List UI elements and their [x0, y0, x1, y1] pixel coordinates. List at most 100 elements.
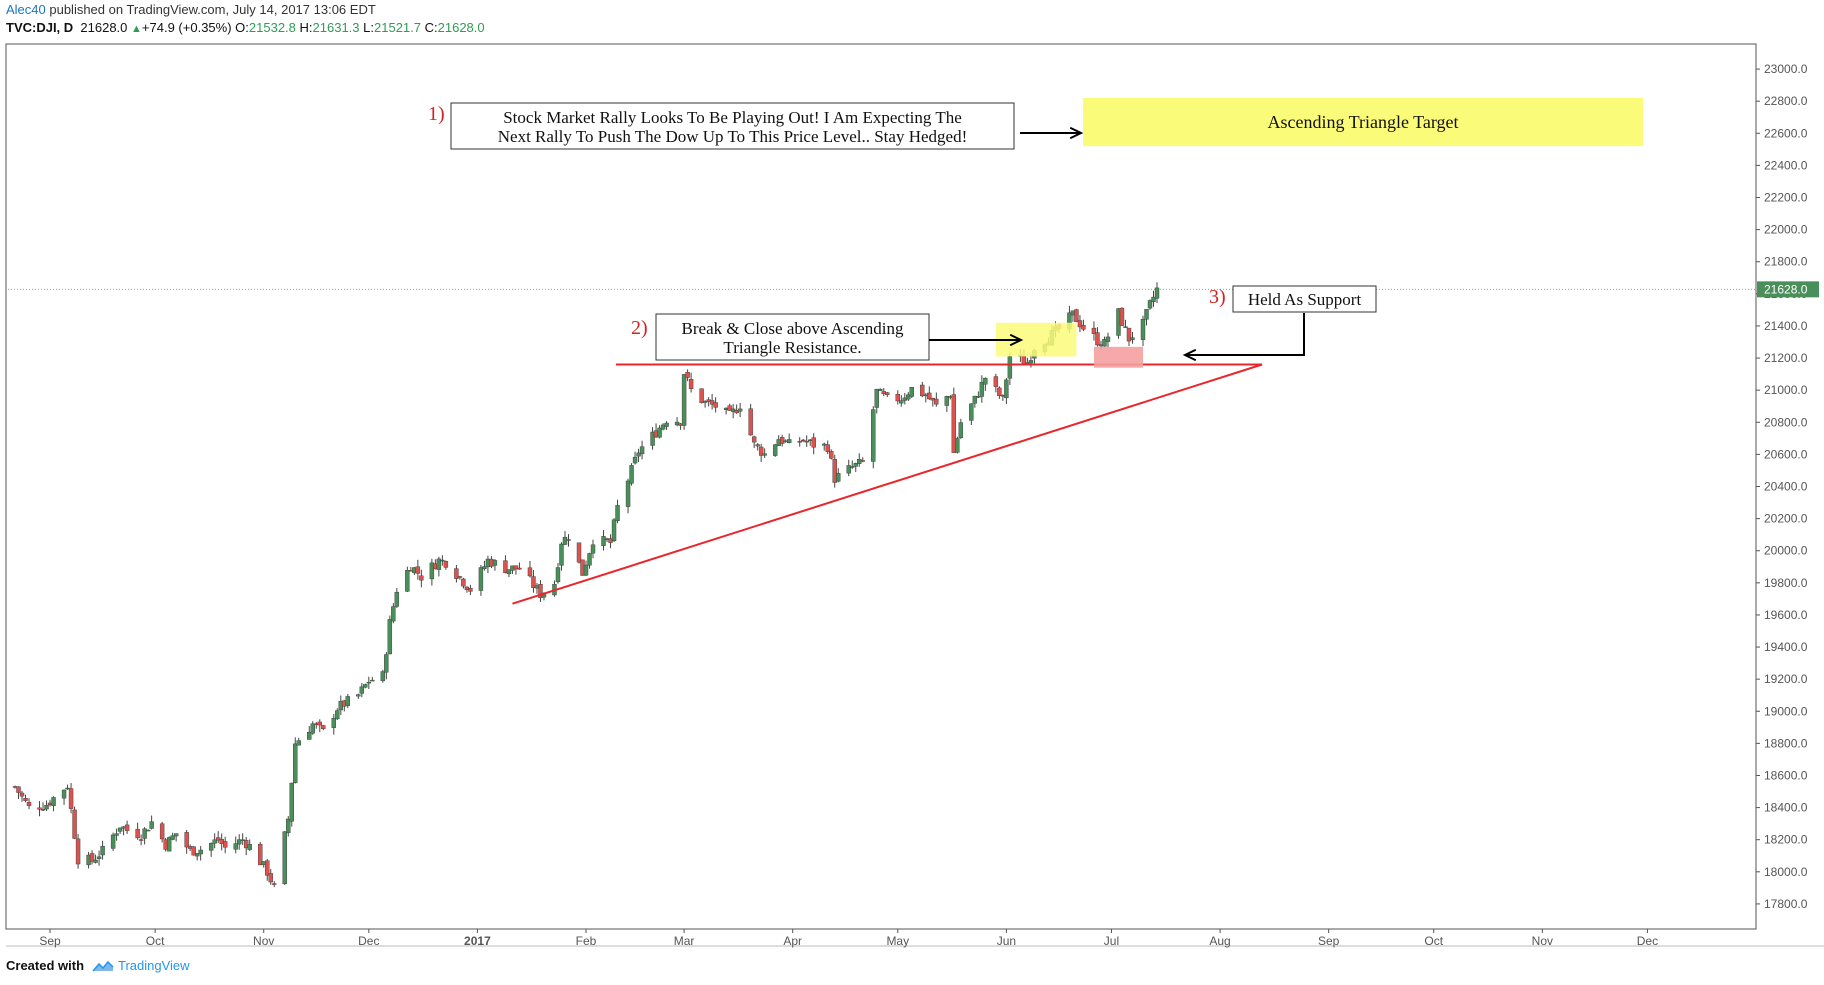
- candle-down: [513, 565, 519, 570]
- annotation-1-line2: Next Rally To Push The Dow Up To This Pr…: [498, 127, 967, 146]
- y-tick-label: 22400.0: [1764, 158, 1808, 172]
- candle-up: [387, 619, 393, 655]
- price-axis[interactable]: 17800.0 18000.0 18200.0 18400.0 18600.0 18800…: [1755, 44, 1819, 929]
- candle-up: [208, 843, 214, 851]
- candle-up: [359, 686, 365, 694]
- candle-down: [531, 576, 536, 588]
- candle-up: [979, 381, 985, 397]
- candle-up: [629, 465, 634, 484]
- open-value: 21532.8: [248, 20, 296, 35]
- candle-up: [380, 671, 386, 682]
- candle-down: [23, 797, 28, 801]
- target-zone-label: Ascending Triangle Target: [1267, 112, 1458, 132]
- candle-up: [1123, 326, 1128, 328]
- time-axis[interactable]: Sep Oct Nov Dec 2017 Feb Mar Apr May Jun Jul Aug Sep…: [6, 928, 1824, 948]
- candle-down: [832, 459, 837, 483]
- candle-up: [405, 570, 410, 592]
- candle-down: [138, 839, 144, 841]
- candle-down: [1091, 327, 1097, 334]
- close-label: C:: [424, 20, 438, 35]
- candle-up: [972, 395, 978, 404]
- candle-down: [688, 379, 694, 389]
- x-tick-label: 2017: [464, 934, 491, 948]
- candle-up: [664, 422, 669, 427]
- candle-up: [366, 681, 372, 684]
- candle-up: [657, 427, 662, 438]
- candle-up: [114, 833, 119, 836]
- candle-down: [811, 437, 816, 448]
- candle-up: [506, 569, 512, 575]
- candle-up: [282, 831, 287, 885]
- candle-up: [173, 833, 179, 837]
- candle-down: [191, 846, 196, 856]
- low-value: 21521.7: [374, 20, 421, 35]
- candle-down: [927, 392, 932, 400]
- annotation-layer: Ascending Triangle Target 1) Stock Market …: [8, 97, 1756, 605]
- candle-down: [885, 392, 890, 395]
- candle-down: [75, 838, 81, 865]
- candle-up: [391, 606, 396, 622]
- candle-up: [310, 723, 315, 734]
- candle-up: [590, 544, 596, 554]
- x-tick-label: Jun: [997, 934, 1016, 948]
- candle-down: [1126, 327, 1132, 342]
- candle-up: [370, 679, 375, 682]
- candle-up: [737, 408, 743, 412]
- last-price-badge: [1757, 281, 1819, 298]
- candle-up: [674, 421, 680, 426]
- y-tick-label: 19600.0: [1764, 608, 1808, 622]
- x-tick-label: Jul: [1104, 934, 1119, 948]
- candle-down: [1077, 320, 1083, 328]
- annotation-2-line1: Break & Close above Ascending: [682, 319, 904, 338]
- x-tick-label: Dec: [358, 934, 379, 948]
- candle-up: [955, 438, 960, 453]
- candle-up: [429, 562, 435, 580]
- candle-up: [363, 684, 368, 688]
- y-tick-label: 22000.0: [1764, 223, 1808, 237]
- candle-up: [555, 567, 561, 583]
- candle-up: [356, 694, 361, 697]
- candle-down: [860, 460, 865, 462]
- tradingview-brand[interactable]: TradingView: [118, 958, 190, 973]
- candle-up: [1028, 360, 1034, 364]
- y-tick-label: 22600.0: [1764, 126, 1808, 140]
- high-value: 21631.3: [312, 20, 360, 35]
- candle-down: [576, 542, 582, 563]
- footer: Created with TradingView: [6, 958, 190, 973]
- candle-up: [145, 829, 151, 832]
- author-link[interactable]: Alec40: [6, 2, 46, 17]
- change-value: +74.9 (+0.35%): [141, 20, 232, 35]
- x-tick-label: Oct: [1424, 934, 1443, 948]
- y-tick-label: 20000.0: [1764, 544, 1808, 558]
- candle-up: [625, 480, 631, 507]
- candle-up: [296, 740, 301, 746]
- candle-up: [96, 856, 102, 859]
- candle-up: [1151, 296, 1156, 302]
- y-tick-label: 20400.0: [1764, 480, 1808, 494]
- candle-up: [874, 388, 879, 408]
- candle-down: [135, 828, 140, 839]
- candle-up: [909, 387, 914, 397]
- up-arrow-icon: ▲: [131, 23, 142, 35]
- candle-up: [1007, 356, 1013, 379]
- candle-up: [639, 446, 645, 455]
- candle-up: [1147, 300, 1153, 309]
- candle-up: [583, 564, 589, 576]
- candle-up: [194, 853, 200, 857]
- candle-down: [685, 372, 690, 378]
- candle-up: [286, 818, 291, 834]
- candle-down: [244, 840, 249, 849]
- annotation-3-line1: Held As Support: [1248, 290, 1362, 309]
- candle-up: [293, 743, 298, 783]
- candle-down: [68, 788, 74, 809]
- candle-down: [699, 388, 704, 403]
- candle-down: [72, 809, 77, 839]
- candle-down: [268, 873, 273, 883]
- x-tick-label: Nov: [253, 934, 274, 948]
- candle-down: [419, 575, 424, 581]
- candle-down: [321, 725, 326, 729]
- candle-up: [51, 797, 56, 806]
- candle-up: [1105, 336, 1111, 342]
- candle-down: [1095, 332, 1100, 346]
